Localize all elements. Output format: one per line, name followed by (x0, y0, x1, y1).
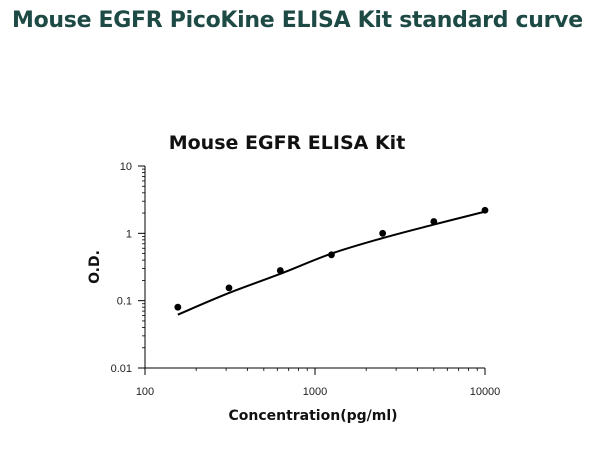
fit-curve-group (177, 210, 486, 316)
fit-curve-line (177, 210, 486, 316)
y-tick-label: 0.1 (117, 296, 132, 308)
data-points-group (174, 206, 489, 311)
y-tick-label: 1 (126, 228, 132, 240)
data-point (481, 206, 489, 214)
y-tick-label: 0.01 (111, 363, 132, 375)
x-tick-label: 100 (136, 386, 154, 398)
data-point (276, 267, 284, 274)
chart-ticks: 0.01 0.1 1 10 100 1000 10000 (111, 161, 501, 398)
y-axis-label: O.D. (87, 250, 103, 284)
data-point (225, 284, 233, 292)
data-point (379, 229, 387, 237)
data-point (430, 218, 438, 225)
chart-title: Mouse EGFR ELISA Kit (169, 132, 406, 154)
x-axis-label: Concentration(pg/ml) (228, 408, 397, 424)
data-point (174, 303, 182, 311)
data-point (328, 251, 335, 259)
page-heading: Mouse EGFR PicoKine ELISA Kit standard c… (12, 8, 583, 33)
x-tick-label: 10000 (470, 386, 501, 398)
y-tick-label: 10 (120, 161, 132, 173)
chart-axes (144, 166, 485, 369)
x-tick-label: 1000 (303, 386, 327, 398)
